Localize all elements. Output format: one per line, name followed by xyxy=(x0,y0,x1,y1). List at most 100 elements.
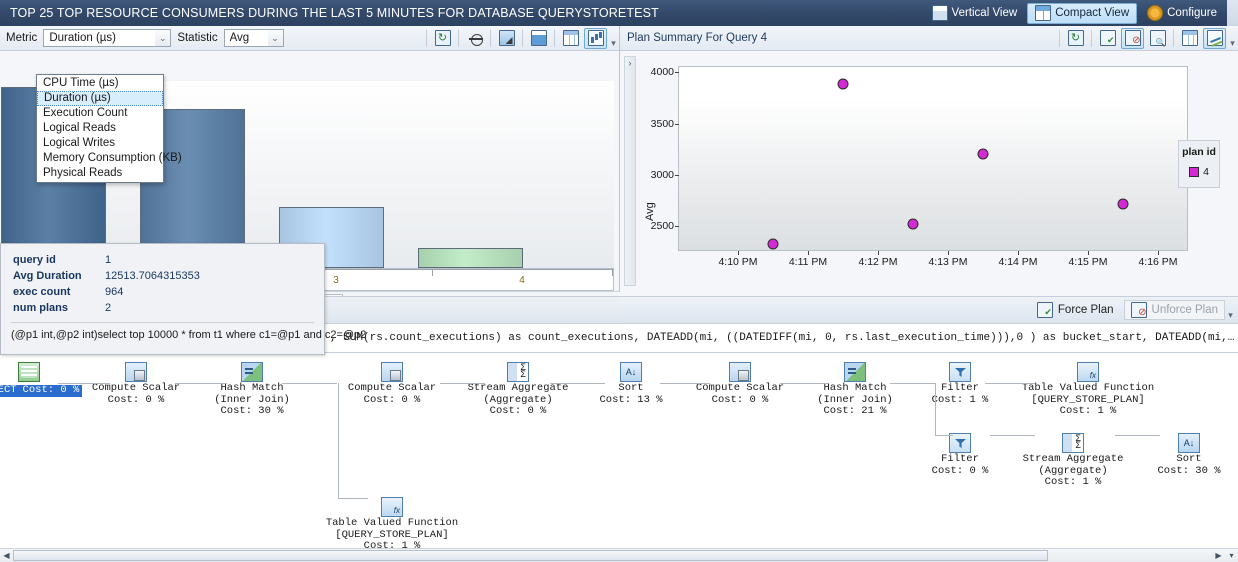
refresh-button[interactable] xyxy=(1064,28,1087,49)
tooltip-value-exec-count: 964 xyxy=(105,286,124,298)
scatter-point[interactable] xyxy=(907,218,919,230)
statistic-select[interactable]: Avg ⌄ xyxy=(223,29,284,47)
scatter-x-tick-label: 4:12 PM xyxy=(858,256,898,268)
plan-node-stream2[interactable]: Stream Aggregate(Aggregate)Cost: 1 % xyxy=(998,433,1148,489)
chart-view-icon xyxy=(1206,30,1223,46)
metric-option-6[interactable]: Physical Reads xyxy=(43,167,123,179)
plan-node-stream1[interactable]: Stream Aggregate(Aggregate)Cost: 0 % xyxy=(443,362,593,418)
refresh-icon xyxy=(434,30,451,46)
plan-node-tvf2[interactable]: Table Valued Function[QUERY_STORE_PLAN]C… xyxy=(317,497,467,548)
refresh-button[interactable] xyxy=(431,28,454,49)
plan-node-tvf1[interactable]: Table Valued Function[QUERY_STORE_PLAN]C… xyxy=(1013,362,1163,418)
tooltip-key-exec-count: exec count xyxy=(13,286,71,298)
metric-option-5[interactable]: Memory Consumption (KB) xyxy=(43,152,182,164)
toolbar-separator xyxy=(458,29,459,47)
query-tooltip-table: query id 1 Avg Duration 12513.7064315353… xyxy=(13,252,200,316)
grid-view-button[interactable] xyxy=(527,28,550,49)
filter-icon xyxy=(949,362,971,382)
metric-label: Metric xyxy=(6,32,38,44)
bar-query-4[interactable] xyxy=(418,247,523,268)
scatter-x-tick-mark xyxy=(1088,251,1089,255)
metric-option-0[interactable]: CPU Time (µs) xyxy=(43,77,119,89)
plan-node-filter2[interactable]: Filter Cost: 0 % xyxy=(885,433,1035,477)
scatter-y-tick-label: 3500 xyxy=(651,118,680,130)
plan-node-label: Cost: 0 % xyxy=(489,405,547,417)
plan-node-compute1[interactable]: Compute Scalar Cost: 0 % xyxy=(61,362,211,406)
scroll-right-icon[interactable]: ▶ xyxy=(1215,551,1222,560)
track-query-button[interactable] xyxy=(463,28,486,49)
plan-node-select[interactable]: SELECTCost: 0 % xyxy=(0,362,104,397)
plan-node-compute3[interactable]: Compute Scalar Cost: 0 % xyxy=(665,362,815,406)
scatter-point[interactable] xyxy=(977,148,989,160)
plan-node-label: Filter xyxy=(941,382,979,394)
metric-option-1[interactable]: Duration (µs) xyxy=(37,91,163,106)
scatter-point[interactable] xyxy=(1117,198,1129,210)
chart-view-button[interactable] xyxy=(1203,27,1226,49)
plan-summary-scatter-chart[interactable]: › Avg 2500 3000 3500 4000 4:10 PM 4:11 PM 4:1… xyxy=(620,51,1238,296)
grid-detail-button[interactable] xyxy=(559,28,582,49)
metric-dropdown-list[interactable]: CPU Time (µs) Duration (µs) Execution Coun… xyxy=(36,74,182,183)
compact-view-button[interactable]: Compact View xyxy=(1027,2,1138,24)
metric-select[interactable]: Duration (µs) ⌄ xyxy=(43,29,172,47)
plan-node-label: Compute Scalar xyxy=(91,382,181,394)
plan-node-label: (Inner Join) xyxy=(214,393,290,406)
plan-summary-title: Plan Summary For Query 4 xyxy=(627,32,767,44)
window-scroll-top[interactable] xyxy=(1227,0,1238,26)
scatter-x-tick-mark xyxy=(1158,251,1159,255)
legend-title: plan id xyxy=(1182,146,1216,158)
plan-edge xyxy=(660,383,710,384)
chevron-down-icon: ⌄ xyxy=(267,30,283,46)
unforce-plan-icon-button[interactable] xyxy=(1121,27,1144,49)
force-plan-icon xyxy=(1099,30,1116,46)
plan-node-filter1[interactable]: Filter Cost: 1 % xyxy=(885,362,1035,406)
table-row: Avg Duration 12513.7064315353 xyxy=(13,268,200,284)
chart-view-button[interactable] xyxy=(584,27,607,49)
plan-edge xyxy=(440,383,485,384)
toolbar-separator xyxy=(1091,29,1092,47)
metric-option-4[interactable]: Logical Writes xyxy=(43,137,116,149)
force-plan-icon-button[interactable] xyxy=(1096,28,1119,49)
grid-view-button[interactable] xyxy=(1178,28,1201,49)
grid-detail-icon xyxy=(562,30,579,46)
metric-select-value: Duration (µs) xyxy=(49,32,117,44)
metric-option-3[interactable]: Logical Reads xyxy=(43,122,116,134)
scatter-x-tick-label: 4:11 PM xyxy=(788,256,828,268)
plan-node-label: Cost: 0 % xyxy=(19,384,83,397)
scatter-collapse-handle[interactable]: › xyxy=(624,56,636,286)
sort-icon xyxy=(620,362,642,382)
unforce-plan-icon xyxy=(1130,302,1147,318)
scrollbar-thumb[interactable] xyxy=(13,550,1048,561)
plan-edge xyxy=(175,383,227,384)
vertical-view-button[interactable]: Vertical View xyxy=(924,3,1026,24)
plan-node-label: Compute Scalar xyxy=(347,382,437,394)
scroll-left-icon[interactable]: ◀ xyxy=(3,551,10,560)
plan-node-label: Sort xyxy=(1176,453,1202,465)
plan-node-compute2[interactable]: Compute Scalar Cost: 0 % xyxy=(317,362,467,406)
scatter-point[interactable] xyxy=(767,238,779,250)
force-toolbar-overflow-icon[interactable]: ▾ xyxy=(1228,309,1233,320)
metric-option-2[interactable]: Execution Count xyxy=(43,107,128,119)
view-query-text-button[interactable] xyxy=(495,28,518,49)
plan-node-hash1[interactable]: Hash Match (Inner Join) Cost: 30 % xyxy=(177,362,327,418)
force-plan-button[interactable]: Force Plan xyxy=(1030,300,1121,320)
tooltip-key-query-id: query id xyxy=(13,254,56,266)
compare-plans-button[interactable] xyxy=(1146,28,1169,49)
refresh-icon xyxy=(1067,30,1084,46)
page-horizontal-scrollbar[interactable]: ◀ ▶ ▾ xyxy=(0,548,1238,562)
plan-node-label: Cost: 1 % xyxy=(1044,476,1102,488)
scroll-down-icon[interactable]: ▾ xyxy=(1229,551,1234,560)
configure-button[interactable]: Configure xyxy=(1139,3,1225,24)
plan-summary-overflow-icon[interactable]: ▾ xyxy=(1230,37,1235,48)
metric-toolbar-overflow-icon[interactable]: ▾ xyxy=(611,37,616,48)
unforce-plan-button[interactable]: Unforce Plan xyxy=(1123,300,1225,320)
toolbar-separator xyxy=(554,29,555,47)
table-row: num plans 2 xyxy=(13,300,200,316)
scatter-x-tick-mark xyxy=(808,251,809,255)
plan-node-hash2[interactable]: Hash Match (Inner Join) Cost: 21 % xyxy=(780,362,930,418)
scatter-point[interactable] xyxy=(837,78,849,90)
scatter-x-tick-label: 4:13 PM xyxy=(928,256,968,268)
tooltip-query-text: (@p1 int,@p2 int)select top 10000 * from… xyxy=(11,329,367,341)
